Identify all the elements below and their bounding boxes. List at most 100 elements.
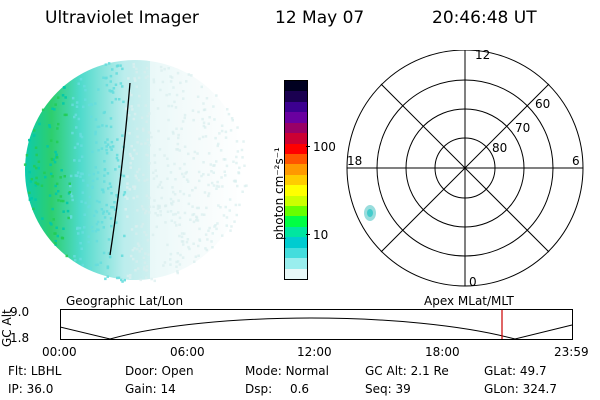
speckle xyxy=(50,157,54,161)
speckle xyxy=(82,179,85,182)
speckle xyxy=(49,139,53,142)
speckle xyxy=(158,206,161,209)
speckle xyxy=(54,103,57,106)
speckle xyxy=(140,142,143,146)
speckle xyxy=(84,201,87,205)
speckle xyxy=(169,210,173,213)
speckle xyxy=(84,98,87,101)
speckle xyxy=(145,120,148,123)
speckle xyxy=(212,171,215,174)
speckle xyxy=(185,178,189,181)
speckle xyxy=(52,218,55,221)
speckle xyxy=(75,174,79,178)
speckle xyxy=(167,104,170,108)
speckle xyxy=(96,125,99,129)
speckle xyxy=(133,247,136,250)
altitude-curve xyxy=(60,317,573,340)
speckle xyxy=(57,122,60,126)
speckle xyxy=(156,214,159,217)
speckle xyxy=(126,182,129,185)
speckle xyxy=(181,240,185,243)
speckle xyxy=(164,221,167,224)
speckle xyxy=(178,223,181,226)
speckle xyxy=(57,96,60,99)
speckle xyxy=(130,228,134,231)
speckle xyxy=(213,164,216,167)
speckle xyxy=(122,193,126,197)
speckle xyxy=(62,199,65,203)
speckle xyxy=(79,132,82,136)
speckle xyxy=(110,140,114,144)
speckle xyxy=(133,187,136,190)
speckle xyxy=(101,188,105,191)
speckle xyxy=(96,228,99,231)
colorbar-band xyxy=(285,122,307,134)
speckle xyxy=(114,97,118,101)
speckle xyxy=(141,127,145,130)
speckle xyxy=(73,258,77,262)
speckle xyxy=(113,208,117,211)
speckle xyxy=(228,198,232,201)
speckle xyxy=(96,220,100,224)
speckle xyxy=(90,103,94,107)
speckle xyxy=(114,83,118,86)
speckle xyxy=(143,231,146,234)
speckle xyxy=(195,219,198,222)
speckle xyxy=(65,113,68,117)
speckle xyxy=(108,89,111,92)
speckle xyxy=(135,152,138,155)
speckle xyxy=(131,248,135,252)
speckle xyxy=(53,232,56,235)
speckle xyxy=(214,224,217,227)
speckle xyxy=(32,134,36,137)
speckle xyxy=(207,173,210,176)
speckle xyxy=(201,117,204,121)
speckle xyxy=(235,213,238,217)
speckle xyxy=(222,214,226,217)
speckle xyxy=(104,63,108,66)
speckle xyxy=(110,224,113,228)
speckle xyxy=(68,182,71,185)
speckle xyxy=(185,240,189,244)
speckle xyxy=(177,199,180,202)
speckle xyxy=(178,167,182,170)
mlt-label-18: 18 xyxy=(347,154,362,168)
speckle xyxy=(78,159,81,162)
speckle xyxy=(118,98,121,101)
speckle xyxy=(55,156,59,159)
speckle xyxy=(75,105,79,108)
speckle xyxy=(169,75,172,78)
speckle xyxy=(195,216,199,220)
speckle xyxy=(235,161,238,165)
speckle xyxy=(236,150,240,153)
speckle xyxy=(224,205,227,209)
speckle xyxy=(111,91,115,94)
speckle xyxy=(112,87,116,90)
speckle xyxy=(33,164,36,168)
speckle xyxy=(210,181,214,185)
speckle xyxy=(176,71,180,75)
mlt-label-12: 12 xyxy=(475,50,490,62)
speckle xyxy=(105,124,108,128)
speckle xyxy=(136,209,139,212)
speckle xyxy=(146,75,150,78)
speckle xyxy=(35,153,38,157)
speckle xyxy=(142,207,145,211)
speckle xyxy=(107,238,111,241)
speckle xyxy=(222,158,226,161)
speckle xyxy=(197,170,201,174)
speckle xyxy=(213,225,216,228)
speckle xyxy=(76,226,79,230)
speckle xyxy=(87,235,90,238)
speckle xyxy=(137,244,141,247)
speckle xyxy=(94,263,98,267)
speckle xyxy=(187,152,190,156)
speckle xyxy=(110,206,113,209)
speckle xyxy=(230,117,234,120)
speckle xyxy=(217,185,221,188)
speckle xyxy=(175,93,179,97)
speckle xyxy=(197,206,200,210)
speckle xyxy=(220,124,224,127)
speckle xyxy=(79,241,82,245)
speckle xyxy=(207,229,210,232)
